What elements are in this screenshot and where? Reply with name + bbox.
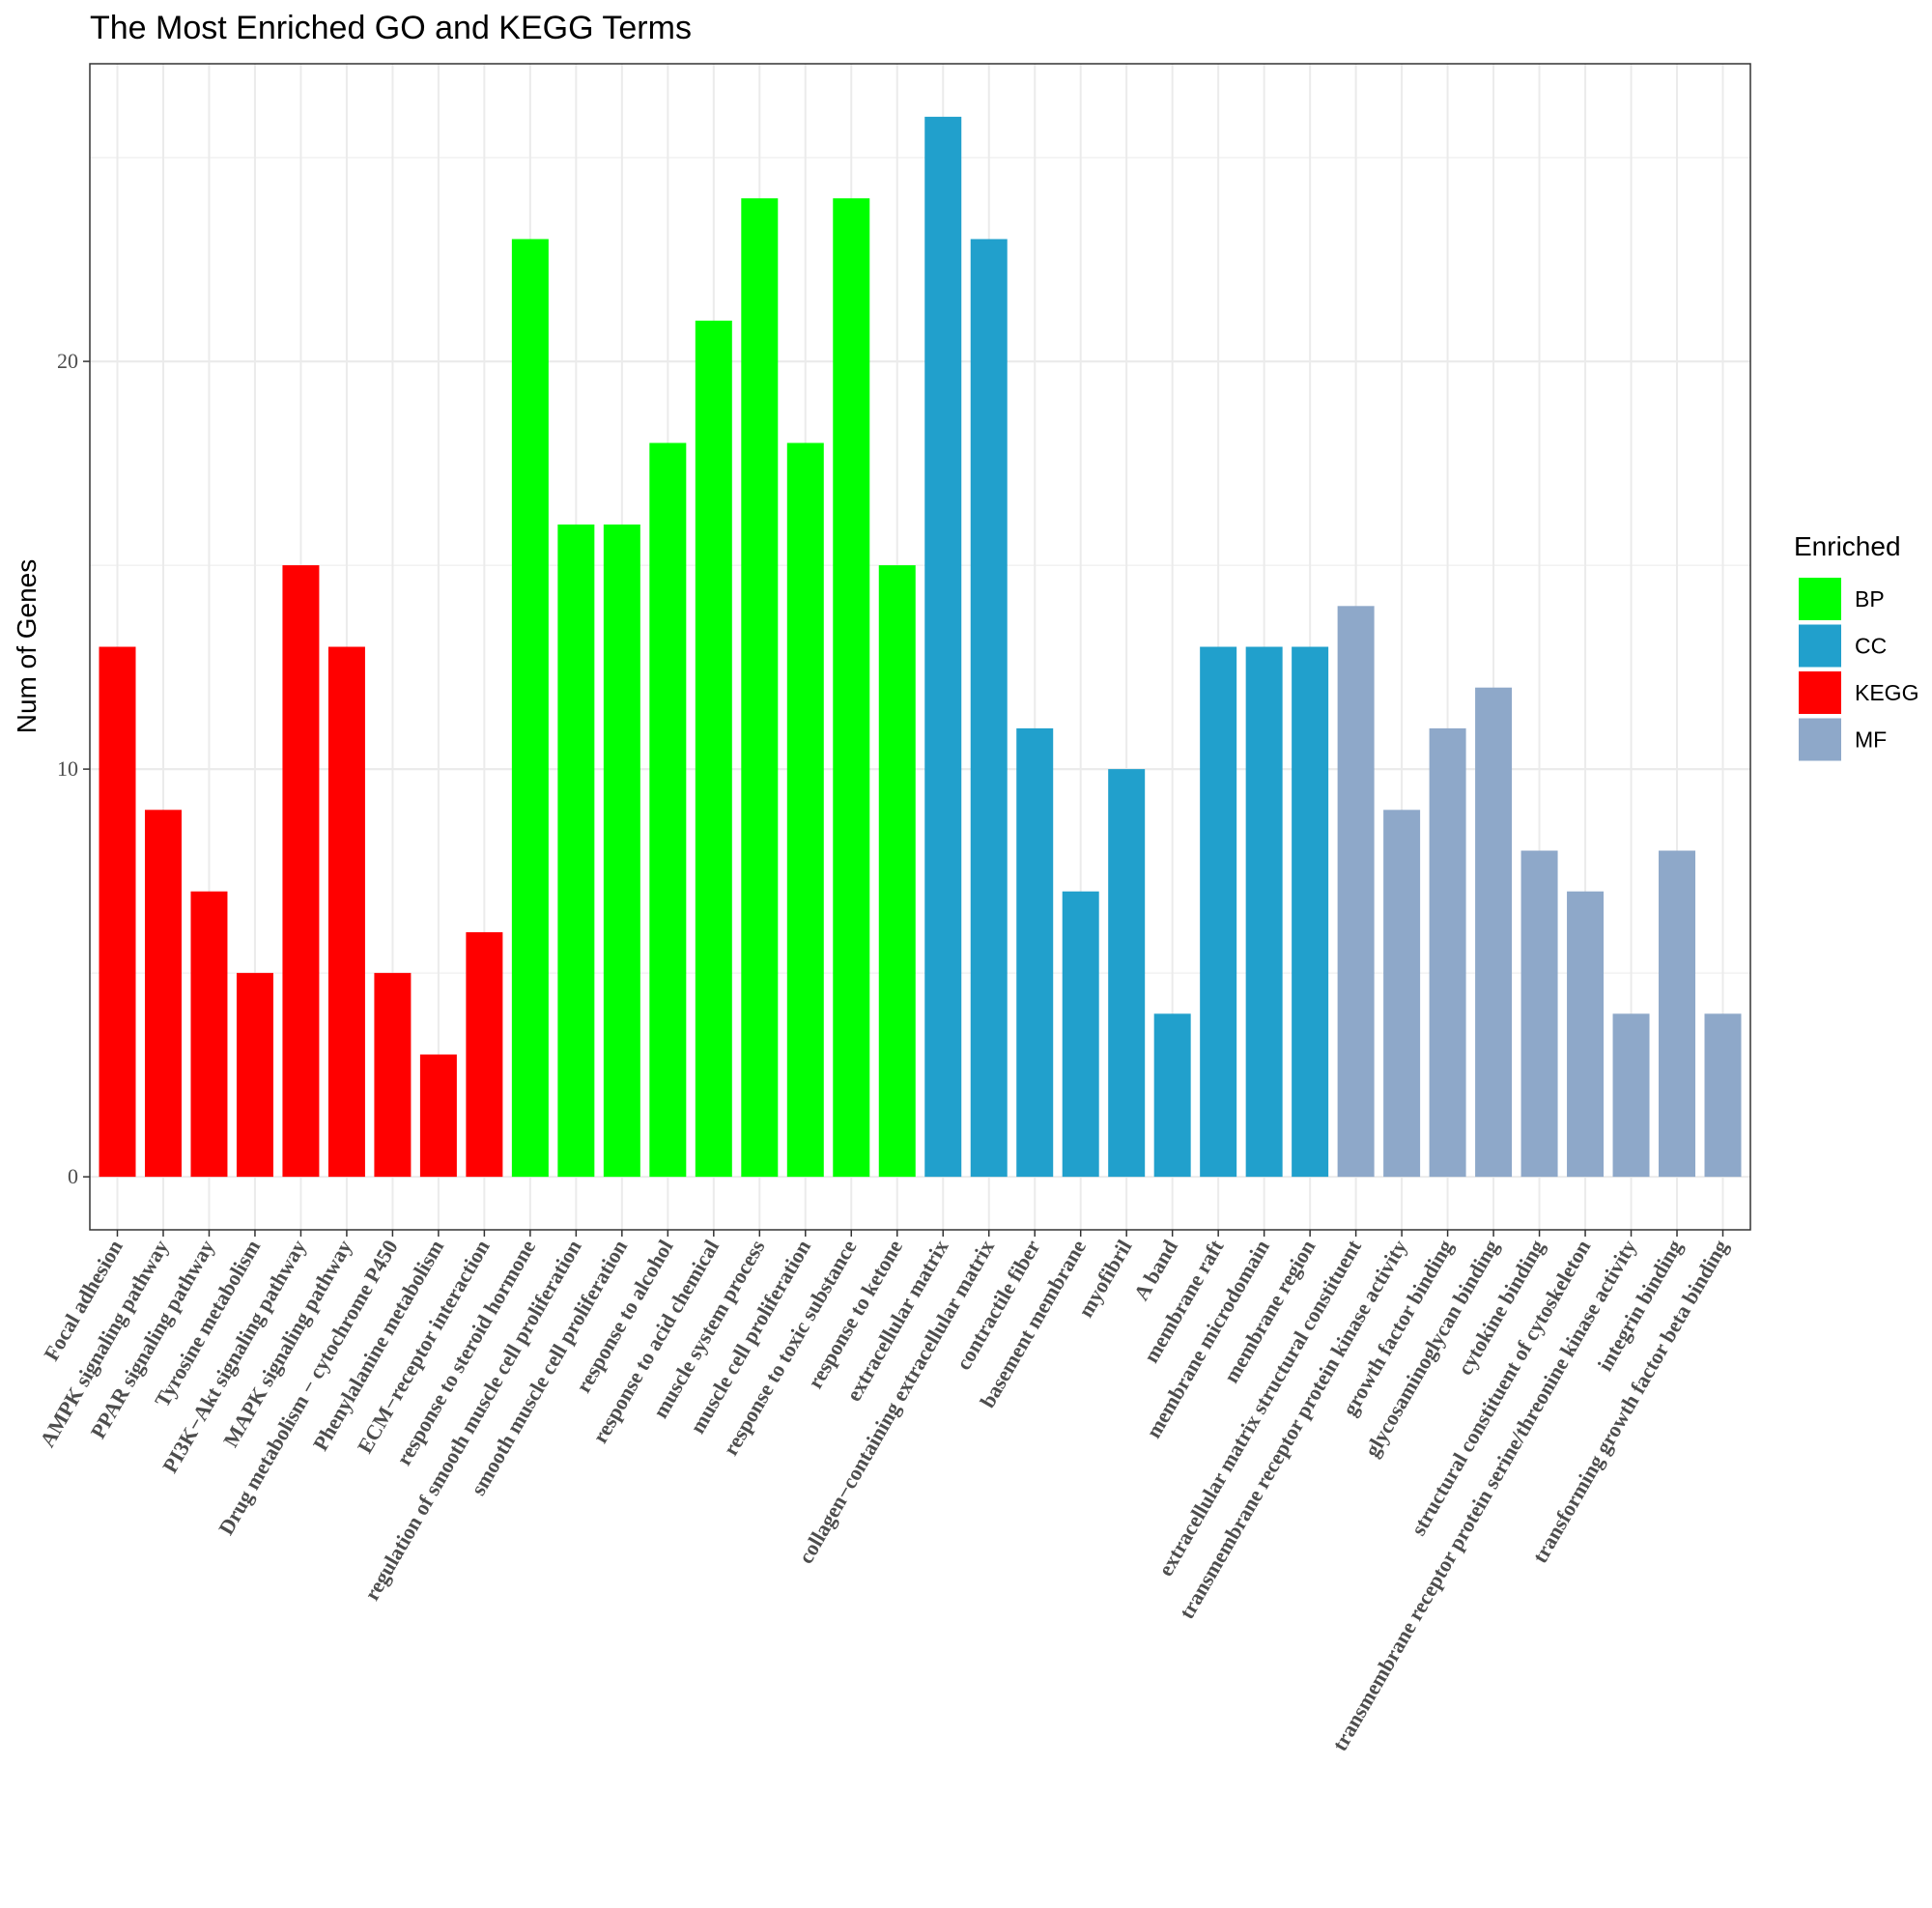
legend-label-mf: MF: [1855, 727, 1887, 753]
legend-key-kegg: [1799, 671, 1841, 714]
bar-30: [1429, 727, 1466, 1178]
bar-10: [511, 239, 549, 1178]
bar-6: [327, 646, 365, 1178]
y-tick-label: 20: [57, 349, 78, 373]
bar-22: [1062, 891, 1099, 1178]
bar-17: [833, 198, 870, 1178]
bar-7: [374, 973, 412, 1178]
bar-8: [419, 1054, 457, 1178]
y-axis-title: Num of Genes: [12, 559, 42, 734]
bar-32: [1520, 850, 1558, 1178]
y-tick-label: 0: [68, 1164, 78, 1188]
legend-label-cc: CC: [1855, 634, 1887, 659]
bar-36: [1704, 1013, 1742, 1178]
bar-18: [878, 565, 916, 1178]
bar-3: [190, 891, 228, 1178]
chart-title: The Most Enriched GO and KEGG Terms: [90, 10, 692, 46]
bar-11: [557, 524, 595, 1178]
bar-35: [1659, 850, 1696, 1178]
legend: Enriched BP CC KEGG MF: [1794, 531, 1918, 761]
bar-31: [1475, 687, 1513, 1178]
bar-25: [1200, 646, 1237, 1178]
bar-24: [1153, 1013, 1191, 1178]
plot-border: [89, 63, 1751, 1231]
bar-14: [695, 320, 732, 1178]
bar-20: [970, 239, 1008, 1178]
bar-27: [1292, 646, 1329, 1178]
bar-33: [1567, 891, 1605, 1178]
legend-key-cc: [1799, 624, 1841, 668]
bar-12: [603, 524, 640, 1178]
bar-29: [1383, 810, 1421, 1178]
plot-panel: [90, 64, 1750, 1230]
y-axis: 0 10 20: [57, 349, 90, 1188]
bar-4: [236, 973, 273, 1178]
legend-label-kegg: KEGG: [1855, 680, 1918, 705]
bar-26: [1245, 646, 1283, 1178]
legend-title: Enriched: [1794, 531, 1901, 561]
bar-9: [466, 931, 503, 1178]
y-tick-label: 10: [57, 756, 78, 781]
bar-2: [144, 810, 182, 1178]
bar-15: [741, 198, 779, 1178]
bar-21: [1016, 727, 1054, 1178]
bar-16: [786, 442, 824, 1178]
bar-layer: [99, 116, 1742, 1178]
legend-key-mf: [1799, 718, 1841, 761]
bar-19: [924, 116, 962, 1178]
bar-23: [1108, 769, 1146, 1178]
bar-1: [99, 646, 136, 1178]
legend-label-bp: BP: [1855, 586, 1885, 612]
bar-5: [282, 565, 320, 1178]
bar-28: [1337, 606, 1375, 1178]
bar-34: [1612, 1013, 1650, 1178]
bar-13: [649, 442, 687, 1178]
legend-key-bp: [1799, 578, 1841, 620]
